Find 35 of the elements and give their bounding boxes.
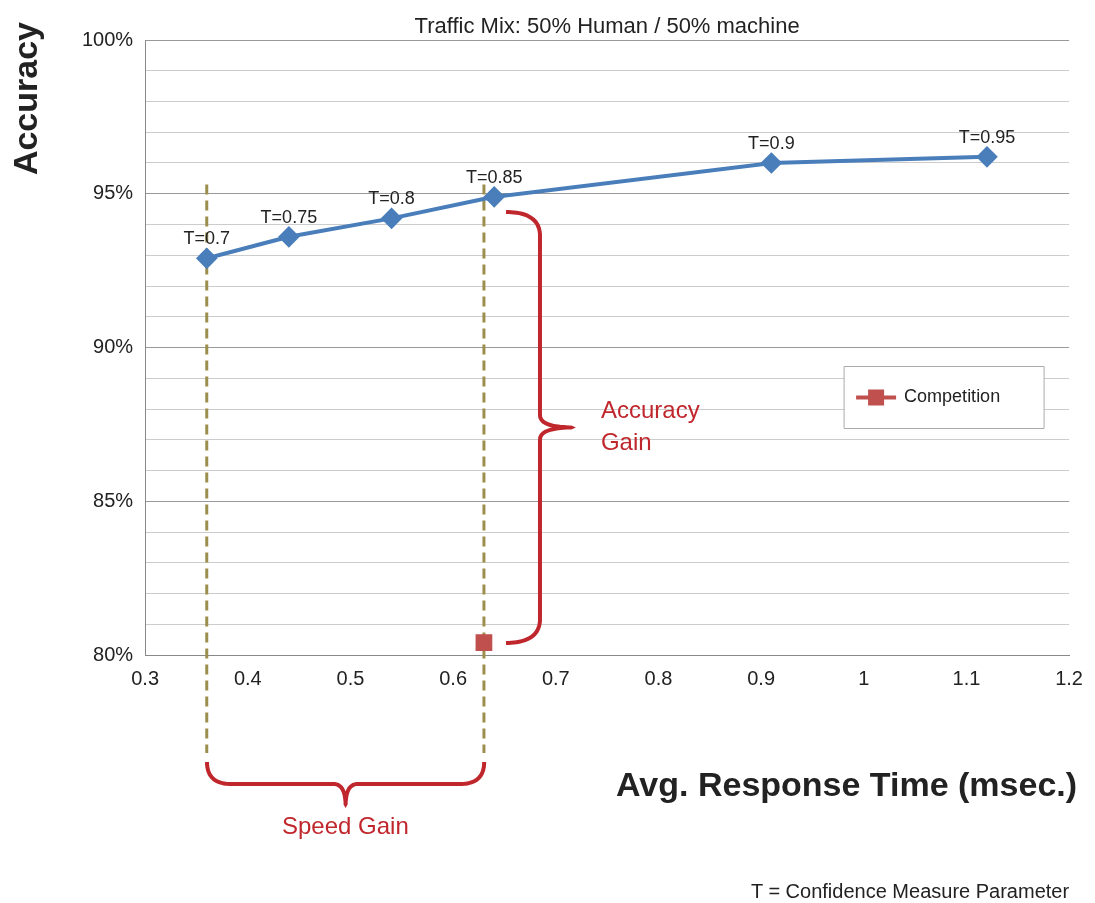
point [278, 226, 299, 247]
annotation: T=0.7 [183, 228, 231, 249]
point [475, 634, 493, 652]
annotation: T=0.9 [748, 132, 795, 153]
point [196, 248, 217, 269]
annotation: T=0.85 [465, 166, 523, 187]
text: Speed Gain [281, 811, 409, 839]
y-tick-label: 95% [93, 181, 134, 204]
legend-label: Competition [904, 386, 1001, 407]
x-tick-label: 0.8 [644, 666, 673, 689]
text: T = Confidence Measure Parameter [750, 879, 1070, 902]
x-tick-label: 0.6 [439, 666, 468, 689]
point [484, 186, 505, 207]
point [761, 153, 782, 173]
y-tick-label: 80% [93, 642, 134, 665]
x-tick-label: 1.1 [952, 666, 981, 689]
x-tick-label: 0.4 [233, 666, 262, 689]
x-tick-label: 0.5 [336, 666, 365, 689]
point [381, 208, 402, 229]
annotation: T=0.75 [260, 206, 318, 227]
x-tick-label: 1.2 [1055, 666, 1083, 689]
x-tick-label: 0.3 [131, 666, 160, 689]
annotation: Accuracy Gain [600, 395, 700, 455]
annotation: T=0.95 [958, 126, 1016, 147]
chart-title: Traffic Mix: 50% Human / 50% machine [414, 13, 800, 39]
y-tick-label: 90% [93, 335, 134, 358]
annotation: T=0.8 [368, 188, 415, 209]
x-axis-title: Avg. Response Time (msec.) [616, 765, 1078, 804]
x-tick-label: 1 [858, 666, 870, 689]
y-tick-label: 100% [82, 27, 134, 50]
point [976, 146, 997, 167]
y-tick-label: 85% [93, 488, 134, 511]
y-axis-title: Accuracy [6, 21, 45, 176]
x-tick-label: 0.7 [541, 666, 570, 689]
x-tick-label: 0.9 [747, 666, 776, 689]
